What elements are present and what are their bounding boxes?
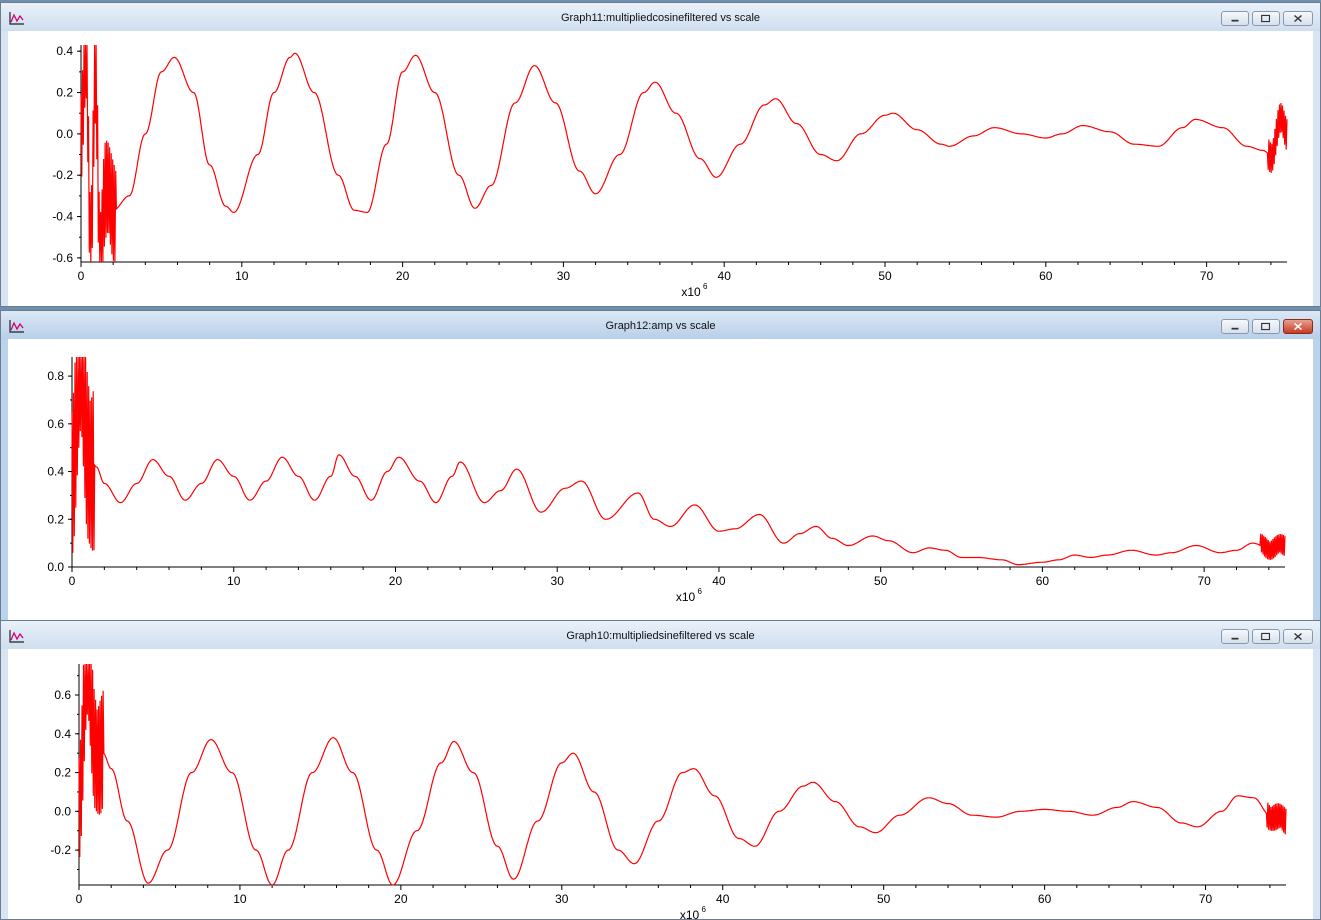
x-tick-label: 30 bbox=[551, 574, 565, 588]
graph-icon bbox=[9, 12, 24, 25]
x-tick-label: 30 bbox=[557, 269, 571, 283]
y-tick-label: -0.2 bbox=[52, 168, 73, 182]
x-tick-label: 0 bbox=[69, 574, 76, 588]
x-tick-label: 10 bbox=[235, 269, 249, 283]
y-tick-label: 0.4 bbox=[47, 465, 64, 479]
y-tick-label: 0.6 bbox=[47, 417, 64, 431]
window-controls bbox=[1221, 319, 1313, 336]
graph11-window[interactable]: Graph11:multipliedcosinefiltered vs scal… bbox=[0, 2, 1321, 307]
graph11-titlebar[interactable]: Graph11:multipliedcosinefiltered vs scal… bbox=[1, 3, 1320, 31]
x-tick-label: 0 bbox=[76, 892, 83, 906]
x-tick-label: 20 bbox=[389, 574, 403, 588]
chart: 0.8 0.6 0.4 0.2 0.0 0 10 20 30 40 50 60 70 x10 6 bbox=[47, 356, 1286, 604]
x-tick-label: 40 bbox=[716, 892, 730, 906]
window-title: Graph12:amp vs scale bbox=[605, 320, 716, 332]
y-tick-label: 0.2 bbox=[47, 512, 64, 526]
y-tick-label: -0.4 bbox=[52, 210, 73, 224]
close-icon bbox=[1294, 632, 1302, 641]
maximize-button[interactable] bbox=[1252, 11, 1280, 26]
x-multiplier-exponent: 6 bbox=[702, 905, 707, 914]
minimize-icon bbox=[1231, 19, 1239, 22]
y-tick-label: 0.0 bbox=[56, 127, 73, 141]
x-tick-label: 20 bbox=[396, 269, 410, 283]
series-line bbox=[80, 44, 1288, 263]
window-controls bbox=[1221, 11, 1313, 28]
x-tick-label: 40 bbox=[718, 269, 732, 283]
chart: 0.6 0.4 0.2 0.0 -0.2 0 10 20 30 40 50 60 70 x10 6 bbox=[50, 663, 1287, 920]
x-multiplier-label: x10 bbox=[676, 590, 696, 604]
close-button[interactable] bbox=[1283, 629, 1313, 644]
y-tick-label: 0.2 bbox=[56, 86, 73, 100]
minimize-icon bbox=[1231, 327, 1239, 330]
maximize-icon bbox=[1261, 14, 1271, 23]
y-tick-label: -0.6 bbox=[52, 251, 73, 265]
x-tick-label: 50 bbox=[874, 574, 888, 588]
x-tick-label: 0 bbox=[78, 269, 85, 283]
x-tick-label: 60 bbox=[1036, 574, 1050, 588]
graph-icon bbox=[9, 320, 24, 333]
close-button[interactable] bbox=[1283, 319, 1313, 334]
plot-area[interactable]: 0.4 0.2 0.0 -0.2 -0.4 -0.6 0 10 20 30 40 50 60 70 x10 6 bbox=[8, 31, 1313, 306]
plot-area[interactable]: 0.6 0.4 0.2 0.0 -0.2 0 10 20 30 40 50 60 70 x10 6 bbox=[8, 649, 1313, 919]
x-tick-label: 40 bbox=[712, 574, 726, 588]
graph10-window[interactable]: Graph10:multipliedsinefiltered vs scale … bbox=[0, 620, 1321, 920]
x-tick-label: 10 bbox=[227, 574, 241, 588]
x-tick-label: 60 bbox=[1039, 269, 1053, 283]
y-tick-label: 0.0 bbox=[54, 804, 71, 818]
x-tick-label: 60 bbox=[1038, 892, 1052, 906]
x-tick-label: 30 bbox=[555, 892, 569, 906]
minimize-button[interactable] bbox=[1221, 629, 1249, 644]
maximize-button[interactable] bbox=[1252, 629, 1280, 644]
maximize-icon bbox=[1261, 322, 1271, 331]
x-tick-label: 10 bbox=[233, 892, 247, 906]
graph12-window[interactable]: Graph12:amp vs scale 0.8 0.6 0.4 0.2 0.0 0 10 2… bbox=[0, 310, 1321, 622]
maximize-button[interactable] bbox=[1252, 319, 1280, 334]
window-controls bbox=[1221, 629, 1313, 646]
x-tick-label: 70 bbox=[1200, 269, 1214, 283]
close-icon bbox=[1294, 14, 1302, 23]
plot-area[interactable]: 0.8 0.6 0.4 0.2 0.0 0 10 20 30 40 50 60 70 x10 6 bbox=[8, 339, 1313, 621]
graph10-titlebar[interactable]: Graph10:multipliedsinefiltered vs scale bbox=[1, 621, 1320, 649]
y-tick-label: 0.8 bbox=[47, 369, 64, 383]
maximize-icon bbox=[1261, 632, 1271, 641]
y-tick-label: -0.2 bbox=[50, 843, 71, 857]
graph12-titlebar[interactable]: Graph12:amp vs scale bbox=[1, 311, 1320, 339]
close-icon bbox=[1294, 322, 1302, 331]
x-multiplier-exponent: 6 bbox=[698, 587, 703, 596]
window-title: Graph10:multipliedsinefiltered vs scale bbox=[566, 630, 755, 642]
graph-icon bbox=[9, 630, 24, 643]
x-tick-label: 20 bbox=[394, 892, 408, 906]
x-tick-label: 70 bbox=[1197, 574, 1211, 588]
y-tick-label: 0.2 bbox=[54, 766, 71, 780]
x-tick-label: 70 bbox=[1199, 892, 1213, 906]
y-tick-label: 0.4 bbox=[54, 727, 71, 741]
minimize-icon bbox=[1231, 637, 1239, 640]
y-tick-label: 0.6 bbox=[54, 688, 71, 702]
series-line bbox=[78, 663, 1287, 886]
x-tick-label: 50 bbox=[878, 269, 892, 283]
x-tick-label: 50 bbox=[877, 892, 891, 906]
y-tick-label: 0.4 bbox=[56, 44, 73, 58]
x-multiplier-exponent: 6 bbox=[703, 282, 708, 291]
close-button[interactable] bbox=[1283, 11, 1313, 26]
series-line bbox=[71, 356, 1286, 566]
x-multiplier-label: x10 bbox=[680, 908, 700, 920]
y-tick-label: 0.0 bbox=[47, 560, 64, 574]
minimize-button[interactable] bbox=[1221, 319, 1249, 334]
minimize-button[interactable] bbox=[1221, 11, 1249, 26]
chart: 0.4 0.2 0.0 -0.2 -0.4 -0.6 0 10 20 30 40 50 60 70 x10 6 bbox=[52, 44, 1288, 299]
window-title: Graph11:multipliedcosinefiltered vs scal… bbox=[560, 12, 761, 24]
x-multiplier-label: x10 bbox=[681, 285, 701, 299]
